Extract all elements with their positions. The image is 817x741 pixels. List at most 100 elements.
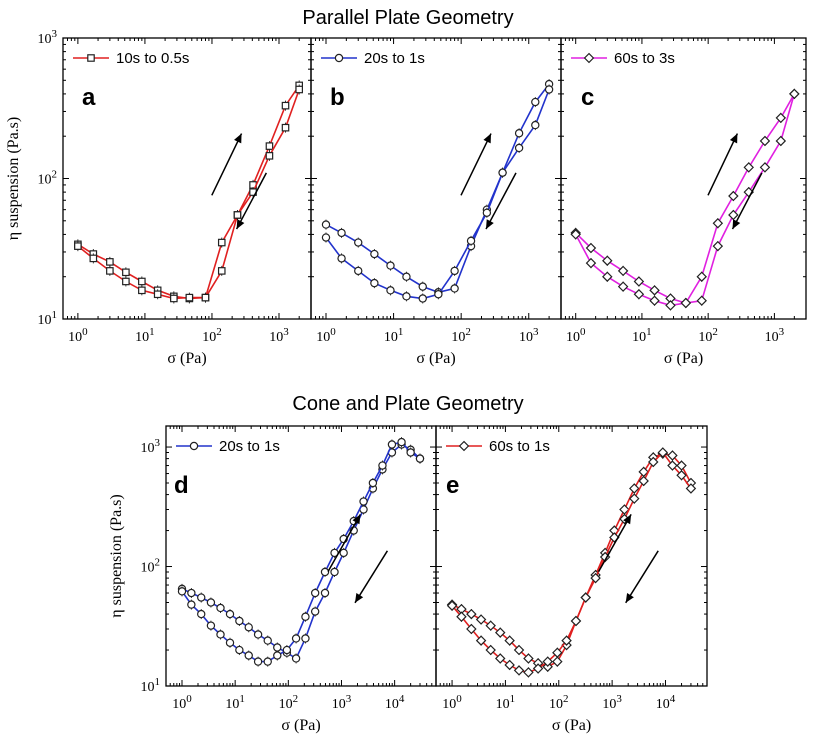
x-tick-label: 103 [269, 326, 289, 345]
panel-letter: c [581, 84, 594, 111]
data-point-up [402, 272, 411, 281]
data-point-down [177, 587, 187, 596]
data-point-down [138, 286, 146, 295]
data-point-down [475, 635, 487, 646]
data-point-down [789, 88, 800, 100]
data-point-down [415, 454, 425, 463]
data-point-up [602, 255, 613, 266]
x-axis-title: σ (Pa) [552, 717, 591, 734]
legend-marker [458, 440, 470, 452]
data-point-down [466, 236, 476, 246]
legend-label: 20s to 1s [364, 50, 425, 67]
legend-marker [334, 53, 344, 63]
data-point-down [482, 208, 492, 217]
data-point-down [370, 278, 379, 288]
x-tick-label: 100 [68, 326, 88, 345]
data-point-up [330, 567, 339, 577]
data-point-down [561, 635, 572, 646]
x-tick-label: 101 [384, 326, 404, 345]
x-tick-label: 103 [602, 693, 622, 712]
panel-letter: d [174, 472, 189, 499]
data-point-down [712, 218, 724, 229]
data-point-up [485, 620, 496, 631]
data-point-up [263, 636, 272, 645]
up-arrow-head [352, 514, 361, 525]
data-point-down [201, 293, 210, 302]
data-point-down [676, 470, 687, 481]
data-point-down [685, 483, 697, 494]
data-point-up [450, 284, 459, 293]
data-point-down [456, 611, 467, 622]
data-point-down [602, 271, 613, 282]
x-tick-label: 103 [332, 693, 352, 712]
data-point-down [570, 229, 581, 240]
data-point-down [514, 143, 524, 153]
data-point-down [759, 135, 771, 147]
y-tick-label: 101 [38, 309, 58, 328]
x-tick-label: 102 [279, 693, 299, 712]
down-arrow-head [236, 219, 245, 230]
data-point-down [321, 233, 331, 242]
down-arrow [731, 172, 763, 230]
data-point-up [585, 242, 597, 254]
data-point-up [649, 285, 660, 296]
data-point-down [387, 440, 397, 449]
data-point-up [523, 653, 534, 664]
down-arrow-head [625, 593, 634, 603]
data-point-up [354, 238, 363, 247]
panel-letter: a [82, 84, 96, 111]
legend-label: 60s to 3s [614, 50, 675, 67]
data-point-up [514, 129, 524, 138]
data-point-down [531, 120, 540, 130]
data-point-down [617, 281, 629, 292]
data-point-up [386, 261, 395, 270]
up-arrow-head [623, 514, 632, 525]
data-point-down [648, 456, 659, 468]
data-point-down [359, 497, 368, 506]
x-axis-title: σ (Pa) [167, 350, 206, 367]
cone-plate-title: Cone and Plate Geometry [292, 393, 524, 415]
data-point-down [434, 290, 443, 299]
down-arrow [354, 550, 389, 604]
plot-frame [310, 37, 562, 320]
data-point-up [291, 654, 301, 663]
y-tick-label: 101 [141, 676, 161, 695]
data-point-down [570, 615, 582, 627]
legend-label: 10s to 0.5s [116, 50, 189, 67]
parallel-plate-title: Parallel Plate Geometry [302, 7, 514, 29]
data-point-up [418, 282, 427, 291]
data-point-up [370, 249, 379, 259]
data-point-down [253, 657, 263, 666]
data-point-down [450, 266, 459, 276]
data-point-down [657, 447, 669, 458]
data-point-up [244, 623, 253, 632]
data-point-up [552, 656, 563, 667]
data-point-down [397, 437, 406, 447]
data-point-down [696, 271, 707, 282]
data-point-down [513, 665, 525, 676]
data-point-up [217, 267, 226, 275]
data-point-down [665, 300, 676, 311]
x-tick-label: 101 [632, 326, 652, 345]
data-point-up [301, 634, 310, 643]
up-arrow [327, 514, 362, 572]
x-tick-label: 102 [698, 326, 718, 345]
down-arrow [485, 172, 517, 230]
up-arrow [211, 133, 243, 196]
data-point-down [216, 630, 225, 639]
data-point-down [378, 461, 387, 470]
data-point-up [265, 142, 274, 150]
data-point-up [106, 258, 114, 266]
data-point-down [354, 266, 363, 276]
data-point-down [667, 460, 678, 471]
data-point-down [532, 663, 544, 674]
data-point-up [310, 607, 320, 616]
data-point-up [253, 630, 263, 639]
data-point-down [580, 592, 591, 603]
legend-marker [189, 441, 199, 451]
data-point-down [498, 168, 507, 177]
data-point-up [225, 609, 235, 619]
data-point-up [197, 593, 206, 602]
data-point-up [504, 635, 515, 646]
down-arrow-head [732, 219, 741, 230]
